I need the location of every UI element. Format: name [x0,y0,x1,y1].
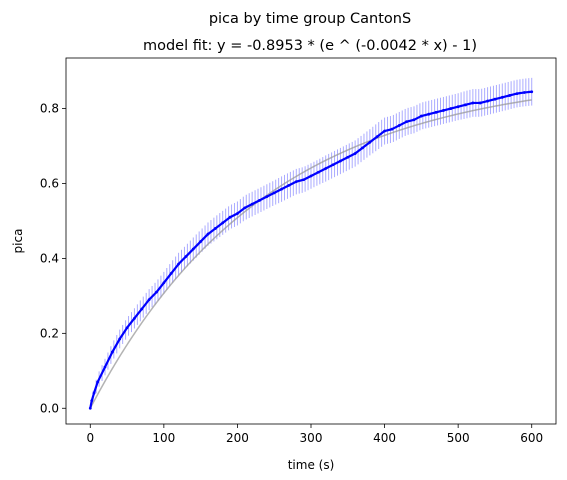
data-point [294,180,298,184]
chart-subtitle: model fit: y = -0.8953 * (e ^ (-0.0042 *… [143,38,477,54]
data-point [390,127,394,131]
y-tick-label: 0.0 [40,401,59,415]
data-point [169,272,173,275]
data-point [412,118,416,122]
data-point [442,109,445,112]
data-point [405,120,409,124]
data-point [258,198,261,202]
x-tick-label: 500 [447,431,470,445]
data-point [213,227,217,230]
data-point [96,380,100,384]
data-point [118,337,122,341]
data-point [493,97,497,101]
y-axis: 0.0 0.2 0.4 0.6 0.8 [40,102,66,415]
data-point [486,99,489,103]
data-point [155,290,158,294]
data-point [103,365,107,369]
data-point [346,155,350,159]
plot-area [88,77,534,410]
data-point [464,103,467,107]
data-point [522,91,526,94]
data-point [184,255,188,258]
data-point [90,399,94,403]
data-point [221,221,225,225]
data-point [478,101,482,105]
data-point [353,152,357,155]
x-tick-label: 600 [520,431,543,445]
data-point [427,112,431,116]
data-point [250,202,254,206]
data-point [206,232,210,236]
data-point [368,140,372,144]
data-point [500,95,504,99]
data-point [339,159,342,163]
data-point [280,187,283,191]
chart-title: pica by time group CantonS [209,11,411,27]
data-point [316,170,320,174]
y-tick-label: 0.4 [40,251,59,265]
data-point [471,101,475,105]
data-point [331,163,335,167]
data-point [449,107,453,110]
x-tick-label: 100 [152,431,175,445]
data-point [361,146,364,150]
x-tick-label: 200 [226,431,249,445]
data-point [228,215,232,219]
data-point [309,174,313,178]
data-point [125,326,129,330]
x-tick-label: 0 [86,431,94,445]
x-tick-label: 300 [300,431,323,445]
data-point [88,406,92,410]
data-point [92,391,96,395]
x-tick-label: 400 [373,431,396,445]
data-point [530,90,534,94]
fit-curve [89,99,532,409]
data-point [383,129,386,133]
mean-line-group [88,90,534,410]
data-point [236,212,239,215]
data-point [110,350,114,354]
data-point [375,135,379,139]
data-point [191,247,195,251]
data-point [324,167,328,170]
data-point [133,316,136,320]
data-point [456,105,460,109]
data-point [199,240,203,243]
x-axis-label: time (s) [288,458,335,472]
data-point [177,262,180,266]
y-tick-label: 0.6 [40,176,59,190]
data-point [508,94,512,97]
data-point [162,281,166,285]
data-point [515,92,519,95]
data-point [140,307,144,311]
fit-curve-group [89,99,532,409]
data-point [419,114,423,118]
data-point [272,191,276,195]
data-point [147,298,151,302]
y-tick-label: 0.8 [40,102,59,116]
data-point [265,195,269,199]
data-point [243,206,247,210]
y-axis-label: pica [11,229,25,254]
y-tick-label: 0.2 [40,326,59,340]
x-axis: 0 100 200 300 400 500 600 [86,424,543,445]
data-point [287,183,291,187]
data-point [434,110,438,114]
data-point [397,124,401,127]
data-point [302,178,306,182]
